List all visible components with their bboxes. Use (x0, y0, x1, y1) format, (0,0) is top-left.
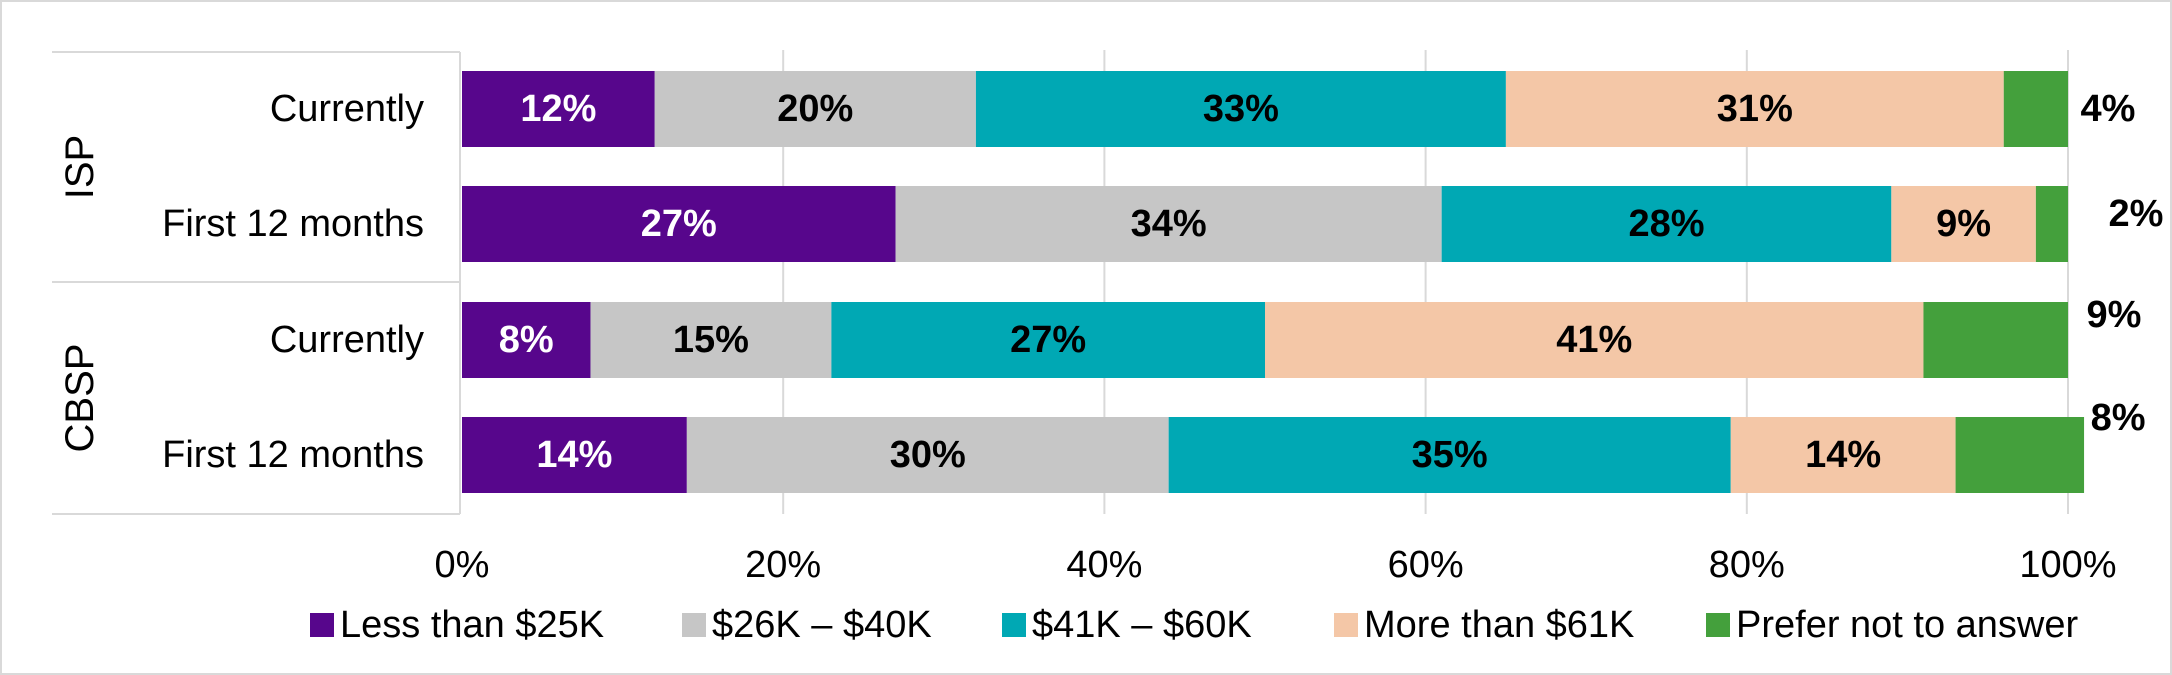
legend-swatch (1706, 613, 1730, 637)
legend-swatch (1002, 613, 1026, 637)
data-label: 27% (641, 203, 717, 245)
data-label: 33% (1203, 88, 1279, 130)
data-label: 27% (1010, 319, 1086, 361)
bar-segment (895, 186, 1442, 262)
legend-label: Prefer not to answer (1736, 604, 2079, 646)
legend-swatch (310, 613, 334, 637)
category-label: Currently (270, 319, 424, 361)
bar-segment (2003, 71, 2068, 147)
bar-row: 14% 30% 35% 14% 8% (462, 397, 2146, 493)
legend-item: $41K – $60K (1002, 604, 1252, 646)
bar-row: 27% 34% 28% 9% 2% (462, 186, 2163, 262)
legend-swatch (682, 613, 706, 637)
x-tick-label: 60% (1388, 544, 1464, 586)
bar-segment (1730, 417, 1956, 493)
bar-segment (1168, 417, 1731, 493)
bar-segment (462, 186, 896, 262)
data-label: 28% (1628, 203, 1704, 245)
data-label: 31% (1717, 88, 1793, 130)
data-label: 14% (1805, 434, 1881, 476)
legend-label: $26K – $40K (712, 604, 932, 646)
category-label: Currently (270, 88, 424, 130)
data-label: 4% (2081, 88, 2136, 130)
bar-segment (2035, 186, 2068, 262)
legend-item: More than $61K (1334, 604, 1634, 646)
bar-row: 8% 15% 27% 41% 9% (462, 294, 2141, 378)
data-label: 34% (1131, 203, 1207, 245)
bar-segment (462, 71, 655, 147)
bar-row: 12% 20% 33% 31% 4% (462, 71, 2135, 147)
data-label: 9% (2087, 294, 2142, 336)
group-label-cbsp: CBSP (58, 344, 102, 453)
data-label: 8% (499, 319, 554, 361)
x-tick-label: 20% (745, 544, 821, 586)
x-tick-label: 100% (2019, 544, 2116, 586)
x-tick-label: 40% (1066, 544, 1142, 586)
legend-item: Prefer not to answer (1706, 604, 2079, 646)
category-axis: ISP CBSP Currently First 12 months Currently… (52, 51, 461, 515)
bar-segment (462, 417, 687, 493)
data-label: 14% (536, 434, 612, 476)
legend-swatch (1334, 613, 1358, 637)
bar-segment (1505, 71, 2004, 147)
legend-label: More than $61K (1364, 604, 1634, 646)
bar-segment (1441, 186, 1892, 262)
bar-segment (462, 302, 591, 378)
data-label: 35% (1412, 434, 1488, 476)
data-label: 30% (890, 434, 966, 476)
legend-item: $26K – $40K (682, 604, 932, 646)
x-tick-label: 0% (435, 544, 490, 586)
data-label: 12% (520, 88, 596, 130)
legend-item: Less than $25K (310, 604, 604, 646)
data-label: 9% (1936, 203, 1991, 245)
bar-segment (590, 302, 832, 378)
category-label: First 12 months (162, 434, 424, 476)
bar-segment (686, 417, 1169, 493)
data-label: 15% (673, 319, 749, 361)
bar-segment (1955, 417, 2085, 493)
data-label: 41% (1556, 319, 1632, 361)
legend-label: $41K – $60K (1032, 604, 1252, 646)
bar-segment (1923, 302, 2068, 378)
legend-label: Less than $25K (340, 604, 604, 646)
data-label: 8% (2091, 397, 2146, 439)
x-axis-ticks: 0% 20% 40% 60% 80% 100% (435, 544, 2117, 586)
x-tick-label: 80% (1709, 544, 1785, 586)
legend: Less than $25K $26K – $40K $41K – $60K More… (310, 604, 2079, 646)
bars: 12% 20% 33% 31% 4% 27% 34% 28% 9% 2% 8% 15% 27% 41% 9%… (462, 71, 2163, 493)
bar-segment (654, 71, 976, 147)
data-label: 20% (777, 88, 853, 130)
bar-segment (1265, 302, 1924, 378)
category-label: First 12 months (162, 203, 424, 245)
group-label-isp: ISP (58, 135, 102, 199)
bar-segment (1891, 186, 2036, 262)
bar-segment (831, 302, 1265, 378)
data-label: 2% (2109, 193, 2164, 235)
bar-segment (975, 71, 1506, 147)
